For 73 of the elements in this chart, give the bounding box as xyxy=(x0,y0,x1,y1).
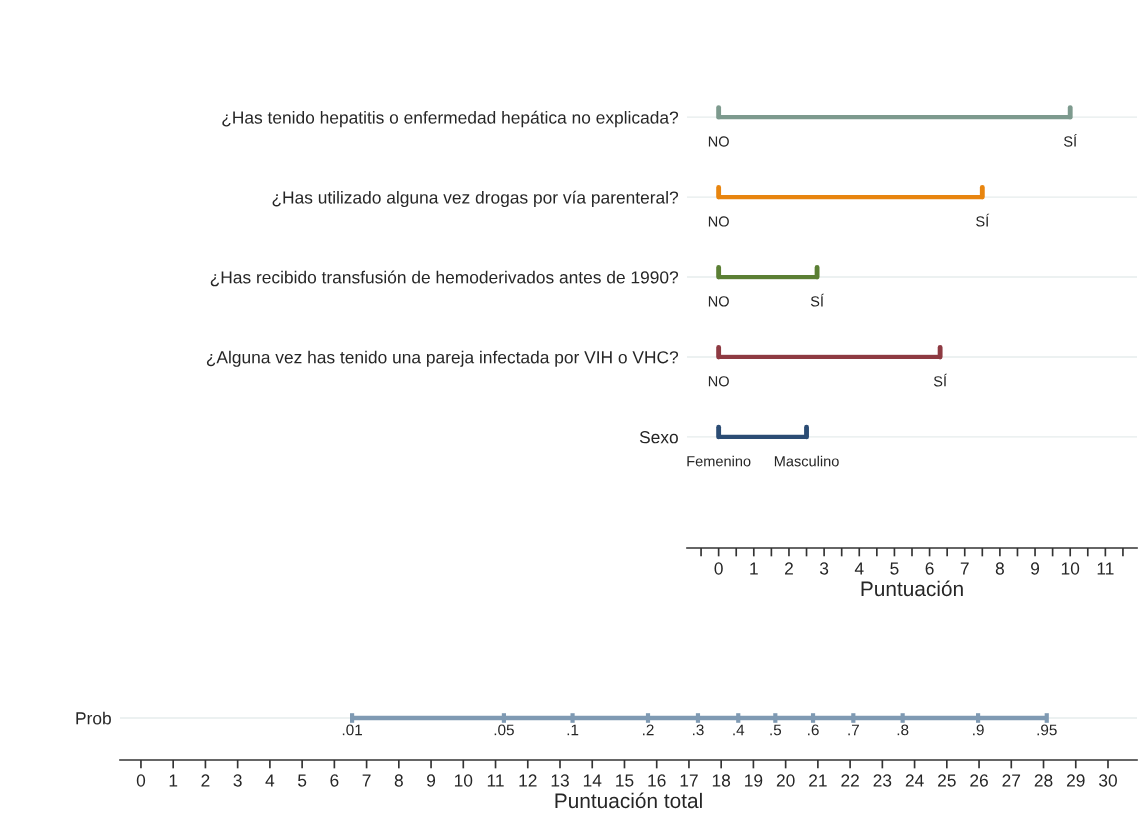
x-tick-label: 7 xyxy=(960,562,969,575)
annotation: SÍ xyxy=(976,213,990,227)
y-tick-label: ¿Has recibido transfusión de hemoderivados antes de 1990? xyxy=(210,270,679,287)
x-tick-label: 18 xyxy=(712,774,731,787)
x-tick-label: 5 xyxy=(297,774,307,787)
annotation: NO xyxy=(708,376,729,387)
x-tick-label: 30 xyxy=(1099,774,1117,787)
x-tick-label: 21 xyxy=(809,774,827,787)
annotation: .2 xyxy=(643,724,654,736)
x-tick-label: 1 xyxy=(169,774,178,787)
x-tick-label: 11 xyxy=(1097,562,1114,575)
annotation: .5 xyxy=(770,724,782,736)
x-tick-label: 16 xyxy=(648,774,666,787)
y-tick-label: Prob xyxy=(76,711,111,725)
x-tick-label: 24 xyxy=(905,774,924,787)
annotation: SÍ xyxy=(1063,133,1078,147)
x-tick-label: 9 xyxy=(1031,562,1040,575)
x-tick-label: 29 xyxy=(1066,774,1085,787)
x-tick-label: 25 xyxy=(938,774,956,787)
annotation: .9 xyxy=(973,724,984,736)
x-tick-label: 8 xyxy=(394,774,403,787)
x-tick-label: 7 xyxy=(362,774,371,787)
annotation: Masculino xyxy=(774,455,839,467)
y-tick-label: ¿Alguna vez has tenido una pareja infectada por VIH o VHC? xyxy=(206,350,679,367)
annotation: .6 xyxy=(808,724,819,736)
x-tick-label: 26 xyxy=(970,774,988,787)
annotation: .8 xyxy=(897,724,909,736)
x-tick-label: 4 xyxy=(854,562,864,575)
x-tick-label: 0 xyxy=(136,774,146,787)
annotation: NO xyxy=(708,136,729,147)
x-tick-label: 5 xyxy=(890,562,899,575)
x-tick-label: 0 xyxy=(714,562,723,575)
y-tick-label: Sexo xyxy=(639,431,678,444)
annotation: Femenino xyxy=(687,455,751,467)
x-tick-label: 3 xyxy=(819,562,829,575)
annotation: .95 xyxy=(1037,724,1057,736)
x-tick-label: 27 xyxy=(1002,774,1021,787)
annotation: .05 xyxy=(494,724,514,736)
x-tick-label: 1 xyxy=(750,562,758,575)
x-tick-label: 19 xyxy=(745,774,763,787)
x-tick-label: 15 xyxy=(616,774,634,787)
annotation: .3 xyxy=(692,724,704,736)
x-tick-label: 23 xyxy=(873,774,892,787)
x-tick-label: 9 xyxy=(427,774,436,787)
annotation: .1 xyxy=(567,724,579,736)
annotation: .7 xyxy=(848,724,859,736)
x-tick-label: 6 xyxy=(925,562,934,575)
x-tick-label: 13 xyxy=(551,774,569,787)
x-axis-title: Puntuación total xyxy=(555,792,702,809)
x-tick-label: 6 xyxy=(330,774,339,787)
x-tick-label: 14 xyxy=(583,774,602,787)
x-tick-label: 20 xyxy=(776,774,795,787)
x-tick-label: 2 xyxy=(785,562,793,575)
x-tick-label: 11 xyxy=(487,774,504,787)
x-tick-label: 22 xyxy=(841,774,859,787)
x-tick-label: 10 xyxy=(1061,562,1080,575)
x-tick-label: 17 xyxy=(680,774,698,787)
y-tick-label: ¿Has utilizado alguna vez drogas por vía parenteral? xyxy=(272,190,679,208)
x-tick-label: 4 xyxy=(265,774,275,787)
x-tick-label: 3 xyxy=(233,774,242,787)
x-tick-label: 8 xyxy=(995,562,1004,575)
annotation: SÍ xyxy=(933,373,947,387)
x-tick-label: 12 xyxy=(519,774,537,787)
y-tick-label: ¿Has tenido hepatitis o enfermedad hepática no explicada? xyxy=(222,110,679,128)
x-axis-title: Puntuación xyxy=(861,580,963,597)
annotation: NO xyxy=(708,216,729,227)
annotation: NO xyxy=(708,296,729,307)
x-tick-label: 28 xyxy=(1034,774,1053,787)
annotation: .01 xyxy=(342,724,362,736)
annotation: .4 xyxy=(733,724,745,736)
x-tick-label: 2 xyxy=(201,774,210,787)
x-tick-label: 10 xyxy=(454,774,473,787)
annotation: SÍ xyxy=(810,293,824,307)
